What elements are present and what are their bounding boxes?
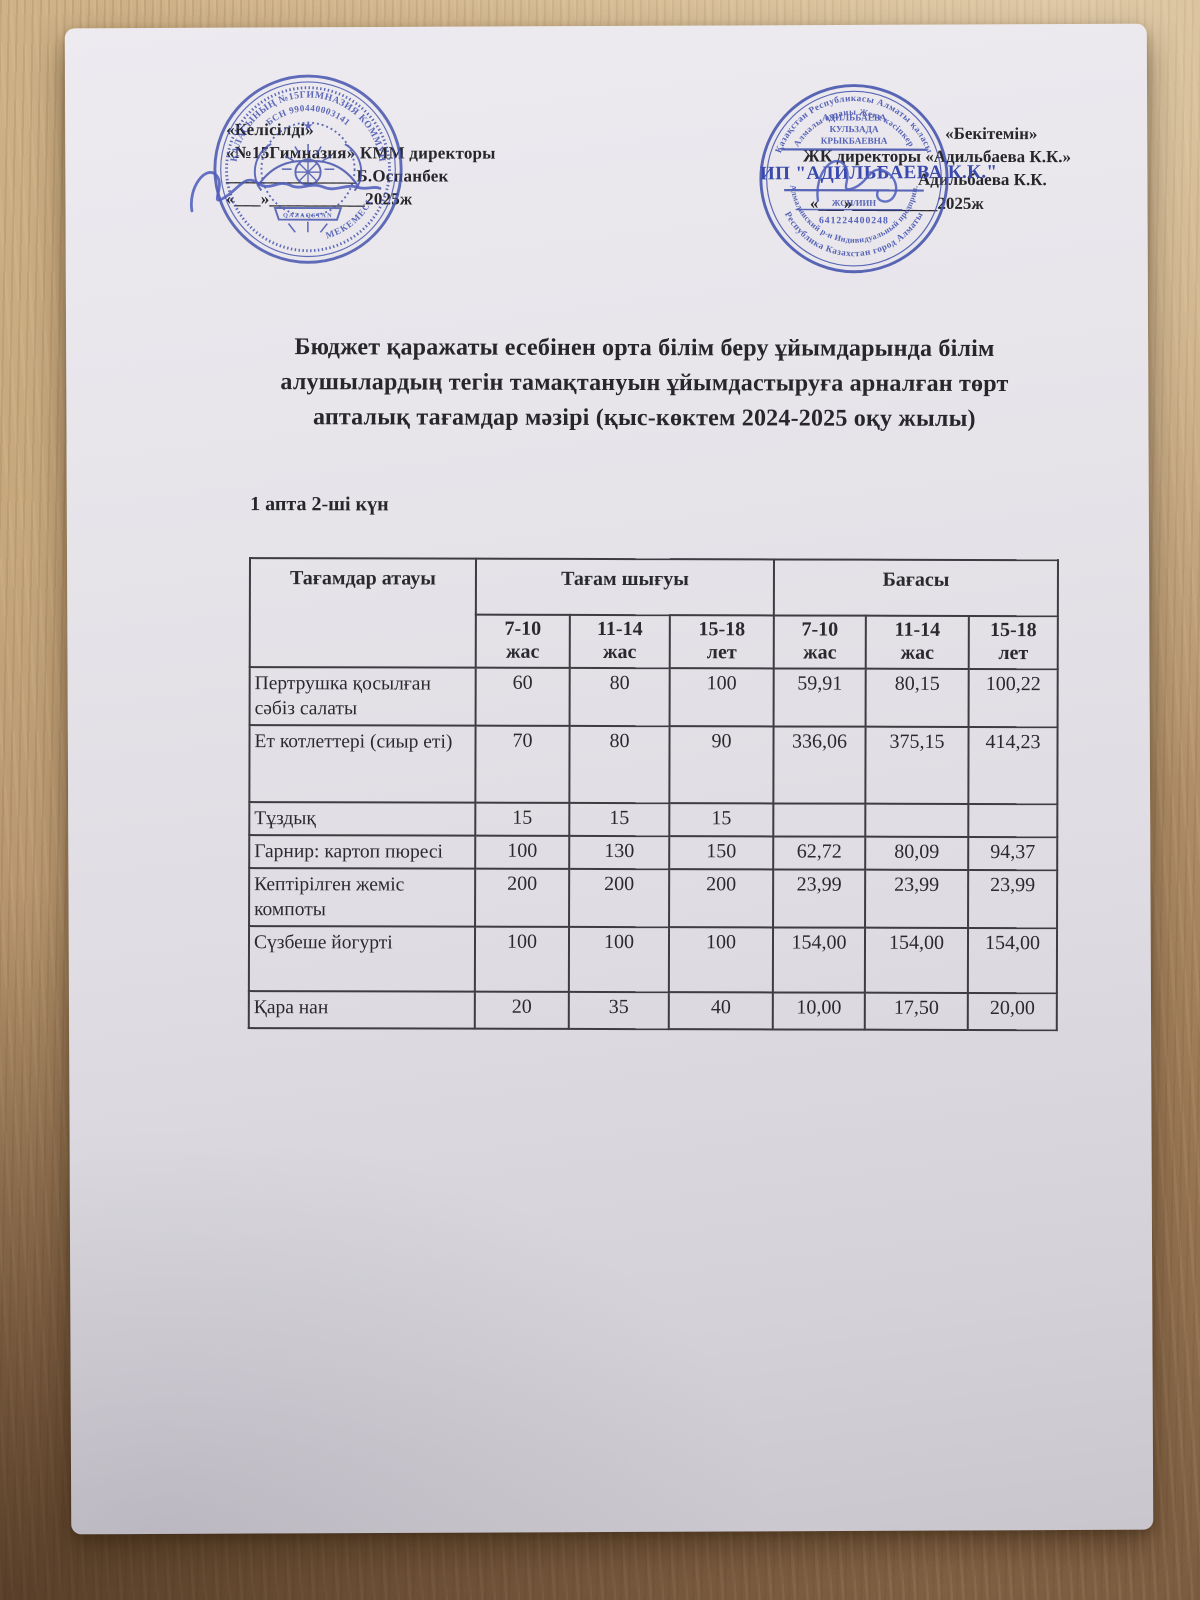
- title-line-2: алушылардың тегін тамақтануын ұйымдастыр…: [280, 369, 1009, 398]
- output-cell: 100: [669, 668, 774, 727]
- col-header-dish: Тағамдар атауы: [249, 558, 476, 668]
- output-cell: 200: [569, 868, 670, 928]
- output-cell: 15: [669, 803, 774, 837]
- svg-text:АДИЛЬБАЕВА: АДИЛЬБАЕВА: [822, 112, 886, 122]
- price-cell: 62,72: [773, 836, 866, 870]
- dish-cell: Тұздық: [249, 802, 476, 836]
- table-row: Пертрушка қосылған сәбіз салаты 60 80 10…: [249, 667, 1058, 728]
- week-day-subtitle: 1 апта 2-ші күн: [250, 493, 389, 516]
- output-cell: 200: [475, 868, 570, 927]
- table-row: Тұздық 15 15 15: [249, 802, 1058, 838]
- price-cell: 17,50: [864, 992, 968, 1030]
- price-cell: [773, 803, 866, 837]
- svg-text:641224400248: 641224400248: [819, 215, 889, 226]
- output-cell: 100: [668, 927, 774, 993]
- price-cell: 336,06: [773, 726, 866, 804]
- age-col-header: 11-14 жас: [569, 614, 670, 669]
- table-group-header-row: Тағамдар атауы Тағам шығуы Бағасы: [249, 558, 1059, 668]
- output-cell: 35: [568, 991, 669, 1030]
- table-row: Гарнир: картоп пюресі 100 130 150 62,72 …: [249, 835, 1058, 871]
- output-cell: 80: [569, 667, 670, 727]
- output-cell: 60: [475, 667, 570, 726]
- price-cell: 154,00: [967, 927, 1058, 994]
- dish-cell: Сүзбеше йогурті: [248, 926, 476, 992]
- price-cell: 23,99: [865, 869, 969, 928]
- output-cell: 40: [668, 992, 773, 1030]
- approval-left-signature-line: _______________Б.Оспанбек: [225, 166, 449, 186]
- dish-cell: Кептірілген жеміс компоты: [249, 868, 476, 927]
- ip-name-stamp: ИП "АДИЛЬБАЕВА К.К.": [759, 161, 998, 185]
- dish-cell: Пертрушка қосылған сәбіз салаты: [249, 667, 476, 726]
- document-sheet: «Келісілді» «№15Гимназия» КММ директоры …: [64, 23, 1154, 1535]
- col-header-output: Тағам шығуы: [475, 558, 775, 616]
- output-cell: 100: [475, 835, 570, 869]
- table-row: Сүзбеше йогурті 100 100 100 154,00 154,0…: [248, 926, 1058, 994]
- title-line-1: Бюджет қаражаты есебінен орта білім беру…: [294, 334, 995, 363]
- dish-cell: Қара нан: [248, 991, 475, 1029]
- price-cell: 20,00: [967, 992, 1057, 1031]
- output-cell: 100: [568, 926, 670, 993]
- price-cell: 80,09: [865, 836, 969, 870]
- age-col-header: 11-14 жас: [865, 615, 969, 669]
- output-cell: 80: [569, 725, 670, 804]
- price-cell: 154,00: [772, 927, 866, 993]
- price-cell: 154,00: [864, 927, 969, 993]
- price-cell: 59,91: [773, 668, 866, 727]
- approval-block-left: «Келісілді» «№15Гимназия» КММ директоры …: [226, 118, 496, 211]
- dish-cell: Гарнир: картоп пюресі: [249, 835, 476, 869]
- price-cell: 100,22: [968, 668, 1058, 728]
- price-cell: 23,99: [968, 869, 1058, 929]
- price-cell: 414,23: [968, 726, 1058, 805]
- approval-left-line2: «№15Гимназия» КММ директоры: [226, 143, 496, 163]
- svg-text:КУЛЬЗАДА: КУЛЬЗАДА: [830, 124, 879, 134]
- price-cell: 375,15: [865, 726, 969, 804]
- approval-left-date-line: «___»___________2025ж: [225, 189, 413, 209]
- output-cell: 100: [474, 926, 570, 992]
- menu-table: Тағамдар атауы Тағам шығуы Бағасы 7-10 ж…: [248, 557, 1059, 1031]
- table-row: Кептірілген жеміс компоты 200 200 200 23…: [249, 868, 1058, 929]
- age-col-header: 7-10 жас: [773, 615, 866, 669]
- age-col-header: 15-18 лет: [669, 615, 774, 669]
- approval-right-line1: «Бекітемін»: [945, 123, 1038, 144]
- price-cell: 80,15: [865, 668, 969, 727]
- table-row: Ет котлеттері (сиыр еті) 70 80 90 336,06…: [249, 725, 1058, 805]
- svg-text:КРЫКБАЕВНА: КРЫКБАЕВНА: [821, 136, 888, 146]
- output-cell: 15: [569, 802, 670, 837]
- price-cell: [865, 803, 969, 837]
- approval-right-date-line: «___»__________2025ж: [809, 193, 984, 213]
- price-cell: 23,99: [773, 869, 866, 928]
- age-col-header: 7-10 жас: [475, 614, 570, 668]
- approval-left-line1: «Келісілді»: [226, 120, 314, 140]
- output-cell: 70: [475, 725, 570, 803]
- price-cell: 10,00: [772, 992, 865, 1030]
- price-cell: 94,37: [968, 836, 1058, 871]
- output-cell: 20: [474, 991, 569, 1029]
- output-cell: 150: [669, 836, 774, 870]
- dish-cell: Ет котлеттері (сиыр еті): [249, 725, 476, 803]
- svg-text:Қазақстан Республикасы Алматы: Қазақстан Республикасы Алматы қаласы: [773, 93, 935, 155]
- price-cell: [968, 803, 1058, 838]
- output-cell: 200: [669, 869, 774, 928]
- document-title: Бюджет қаражаты есебінен орта білім беру…: [249, 330, 1039, 437]
- svg-text:QAZAQSTAN: QAZAQSTAN: [283, 212, 333, 219]
- output-cell: 15: [475, 802, 570, 836]
- output-cell: 130: [569, 835, 670, 870]
- svg-text:Республика Казахстан город Алм: Республика Казахстан город Алматы: [783, 210, 925, 259]
- col-header-price: Бағасы: [773, 559, 1059, 617]
- title-line-3: апталық тағамдар мәзірі (қыс-көктем 2024…: [312, 404, 976, 432]
- age-col-header: 15-18 лет: [968, 615, 1058, 670]
- svg-text:Алмалы ауданы Жеке кәсіпкер: Алмалы ауданы Жеке кәсіпкер: [791, 106, 917, 148]
- output-cell: 90: [669, 726, 774, 804]
- document-content: «Келісілді» «№15Гимназия» КММ директоры …: [64, 25, 1150, 1534]
- table-row: Қара нан 20 35 40 10,00 17,50 20,00: [248, 991, 1057, 1031]
